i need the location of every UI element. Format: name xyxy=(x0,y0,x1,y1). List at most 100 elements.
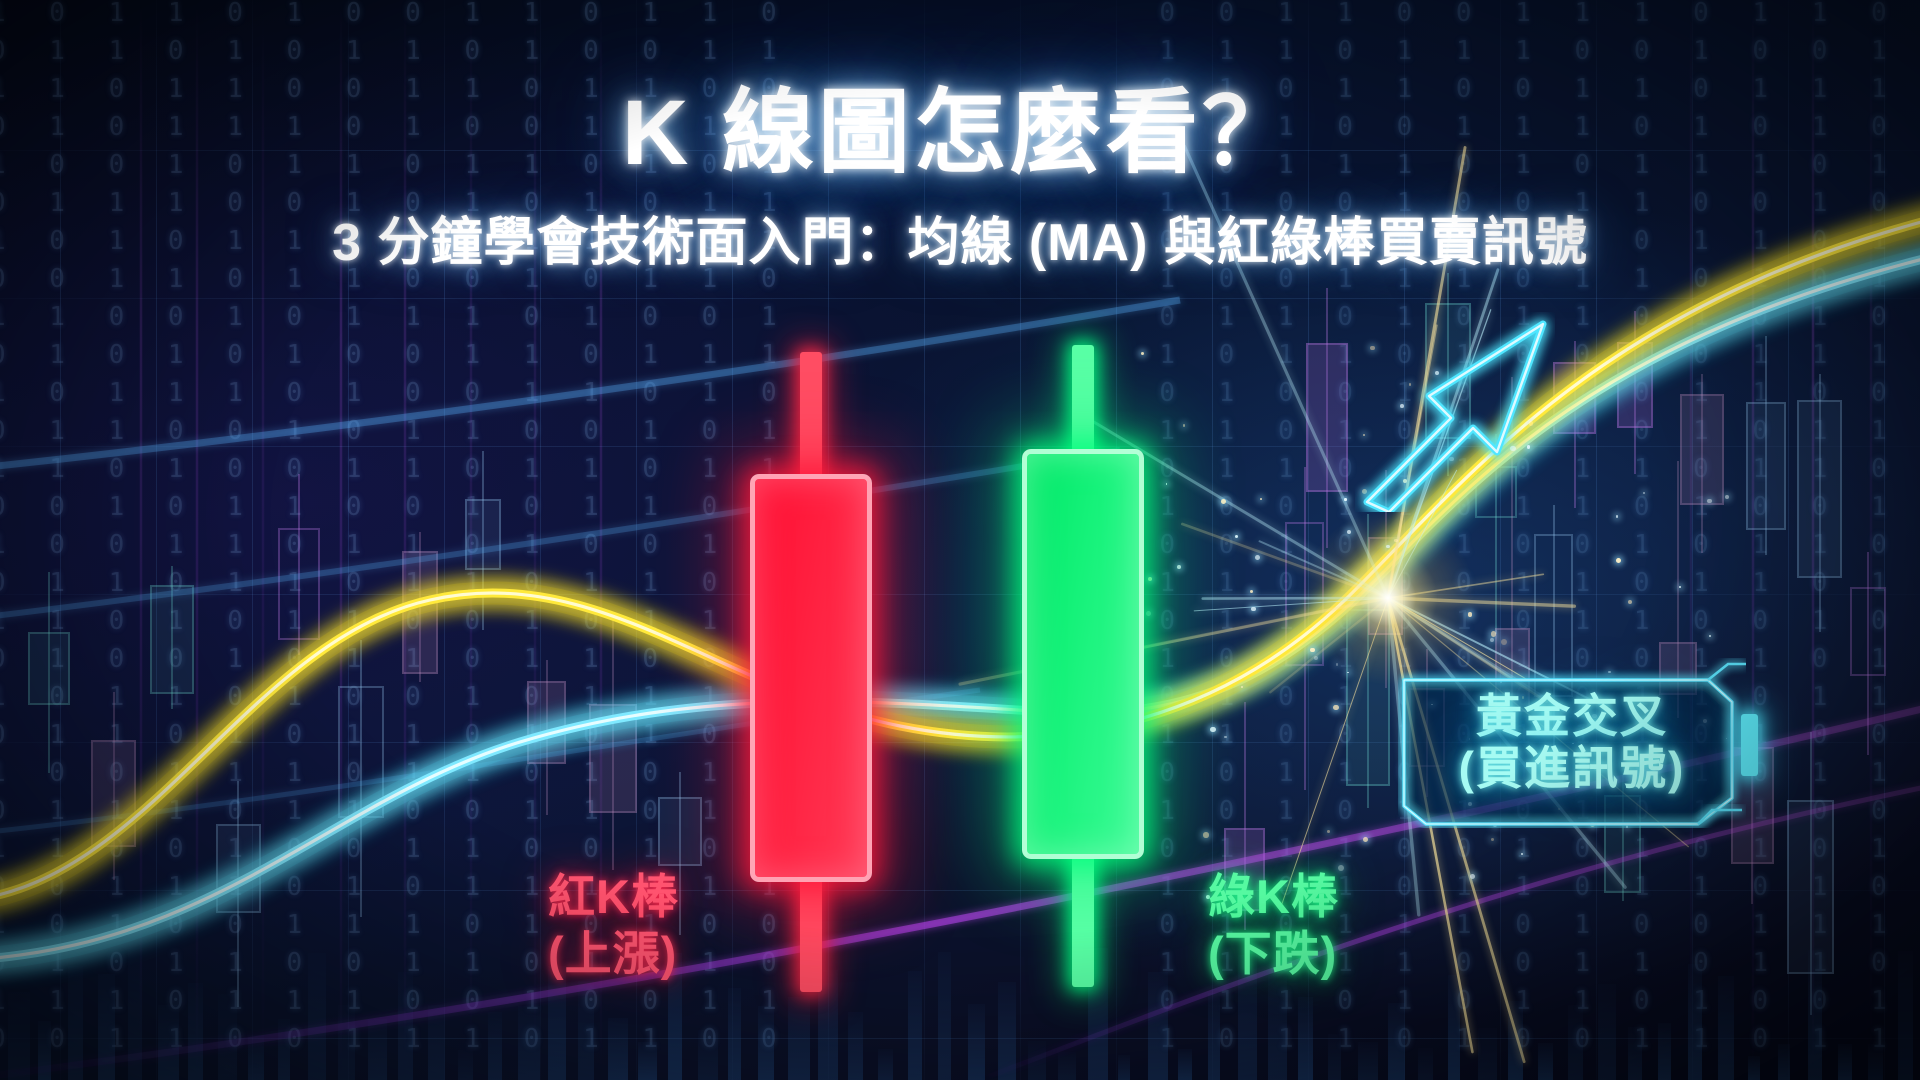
ghost-candle-wick xyxy=(679,772,682,936)
spark-particle xyxy=(1203,832,1209,838)
ghost-candle xyxy=(401,531,439,682)
burst-ray xyxy=(1280,597,1389,908)
spark-particle xyxy=(1434,371,1439,376)
ghost-candle-wick xyxy=(1809,731,1812,1016)
spark-particle xyxy=(1528,420,1534,426)
burst-ray xyxy=(1386,268,1500,600)
spark-particle xyxy=(1394,538,1398,543)
volume-bar xyxy=(368,1018,387,1080)
spark-particle xyxy=(1224,735,1227,739)
burst-ray xyxy=(1193,597,1389,612)
arrow-up-right-icon xyxy=(1363,320,1547,512)
spark-particle xyxy=(1235,534,1239,538)
spark-particle xyxy=(1250,590,1254,594)
ghost-candle-body xyxy=(1849,587,1886,676)
ghost-candle xyxy=(464,450,501,631)
ghost-candle-wick xyxy=(48,572,51,773)
ghost-candle xyxy=(1553,341,1596,509)
ghost-candle xyxy=(215,780,262,1007)
grid-line-horizontal xyxy=(0,446,1920,447)
ghost-candle xyxy=(1617,311,1654,474)
ghost-candle-body xyxy=(589,704,638,813)
spark-particle xyxy=(1251,606,1256,612)
ghost-candle-body xyxy=(1425,303,1471,440)
volume-bar xyxy=(68,965,83,1080)
ghost-candle-body xyxy=(1553,362,1596,435)
spark-particle xyxy=(1510,445,1516,452)
volume-bar xyxy=(1388,1003,1406,1080)
spark-particle xyxy=(1210,726,1216,732)
ghost-candle xyxy=(1796,374,1843,633)
ghost-candle-body xyxy=(1305,343,1349,492)
burst-ray xyxy=(1258,540,1389,599)
spark-particle xyxy=(1490,638,1495,643)
volume-bar xyxy=(578,981,594,1080)
ghost-candle-wick xyxy=(1325,288,1328,548)
volume-bar xyxy=(1058,1052,1076,1080)
spark-particle xyxy=(1361,488,1368,495)
red-candle-body xyxy=(750,474,872,882)
volume-bar xyxy=(758,1006,774,1080)
grid-line-horizontal xyxy=(0,298,1920,299)
volume-bar xyxy=(1148,972,1169,1080)
ghost-candle xyxy=(589,614,638,871)
spark-particle xyxy=(1615,557,1622,564)
ghost-candle-wick xyxy=(418,531,421,682)
spark-particle xyxy=(1449,456,1454,462)
volume-bar xyxy=(938,951,952,1080)
volume-bar xyxy=(848,1011,864,1080)
spark-particle xyxy=(1520,852,1524,855)
ghost-candle xyxy=(1305,288,1349,548)
burst-ray xyxy=(1269,596,1390,694)
volume-bar xyxy=(458,1049,473,1080)
spark-particle xyxy=(1338,864,1345,871)
burst-ray xyxy=(1387,324,1438,599)
volume-bars xyxy=(0,930,1920,1080)
ghost-candle-wick xyxy=(297,473,300,655)
volume-bar xyxy=(1688,964,1702,1080)
ghost-candle xyxy=(278,473,320,655)
ghost-candle-wick xyxy=(1366,514,1369,808)
volume-bar xyxy=(1358,1041,1378,1080)
ghost-candle-body xyxy=(1475,466,1518,518)
green-candle-label-name: 綠K棒 xyxy=(1208,870,1339,923)
burst-ray xyxy=(1387,309,1492,599)
volume-bar xyxy=(1118,1054,1131,1080)
ghost-candle xyxy=(1745,336,1787,556)
volume-bar xyxy=(338,1004,355,1080)
red-candle-label: 紅K棒 (上漲) xyxy=(548,868,679,983)
ghost-candle-wick xyxy=(612,614,615,871)
volume-bar xyxy=(308,953,326,1080)
volume-bar xyxy=(788,997,810,1080)
volume-bar xyxy=(608,1018,628,1080)
spark-particle xyxy=(1402,478,1407,483)
badge-line-1: 黃金交叉 xyxy=(1476,690,1668,743)
ghost-candle xyxy=(1475,433,1518,635)
spark-particle xyxy=(1679,585,1682,588)
volume-bar xyxy=(518,1006,540,1080)
spark-particle xyxy=(1615,515,1619,518)
volume-bar xyxy=(1598,984,1617,1080)
spark-particle xyxy=(1725,495,1730,500)
volume-bar xyxy=(1718,976,1734,1080)
ghost-candle-body xyxy=(1787,800,1835,975)
spark-particle xyxy=(1469,874,1475,880)
ghost-candle-body xyxy=(526,680,567,765)
page-subtitle: 3 分鐘學會技術面入門：均線 (MA) 與紅綠棒買賣訊號 xyxy=(332,214,1588,272)
ghost-candle xyxy=(1680,374,1724,553)
ghost-candle-wick xyxy=(1495,433,1498,635)
badge-text: 黃金交叉 (買進訊號) xyxy=(1398,658,1746,828)
spark-particle xyxy=(1327,829,1331,833)
ghost-candle-body xyxy=(28,631,71,705)
ghost-candle-wick xyxy=(1818,374,1821,633)
volume-bar xyxy=(398,971,414,1080)
ghost-candle-body xyxy=(1346,608,1390,787)
spark-particle xyxy=(1362,433,1365,436)
volume-bar xyxy=(248,1035,265,1080)
ghost-candle xyxy=(1368,470,1404,688)
ghost-candle-body xyxy=(464,498,501,570)
green-candle-label-meaning: (下跌) xyxy=(1208,927,1338,981)
ghost-candle-wick xyxy=(112,692,115,880)
volume-bar xyxy=(998,982,1016,1080)
page-title: K 線圖怎麼看？ xyxy=(621,82,1298,184)
